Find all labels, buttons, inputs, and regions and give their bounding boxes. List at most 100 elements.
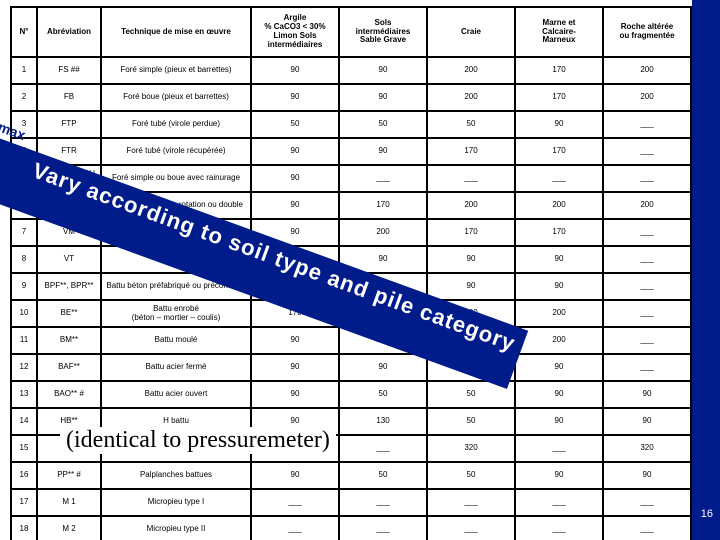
cell-16-1: M 1: [37, 489, 101, 516]
cell-0-4: 90: [339, 57, 427, 84]
cell-17-2: Micropieu type II: [101, 516, 251, 540]
cell-17-5: ___: [427, 516, 515, 540]
cell-11-1: BAF**: [37, 354, 101, 381]
cell-2-3: 50: [251, 111, 339, 138]
cell-0-1: FS ##: [37, 57, 101, 84]
cell-16-7: ___: [603, 489, 691, 516]
cell-13-6: 90: [515, 408, 603, 435]
cell-2-7: ___: [603, 111, 691, 138]
cell-15-3: 90: [251, 462, 339, 489]
cell-8-3: 90: [251, 273, 339, 300]
cell-1-2: Foré boue (pieux et barrettes): [101, 84, 251, 111]
cell-0-5: 200: [427, 57, 515, 84]
cell-8-5: 90: [427, 273, 515, 300]
cell-10-6: 200: [515, 327, 603, 354]
table-row: 2FBForé boue (pieux et barrettes)9090200…: [11, 84, 691, 111]
cell-6-2: Vissé moulé: [101, 219, 251, 246]
cell-16-3: ___: [251, 489, 339, 516]
table-row: 17M 1Micropieu type I_______________: [11, 489, 691, 516]
cell-12-0: 13: [11, 381, 37, 408]
cell-1-1: FB: [37, 84, 101, 111]
table-row: 6FTC, FTCDForé tarière creuse rotation o…: [11, 192, 691, 219]
cell-13-4: 130: [339, 408, 427, 435]
cell-7-2: Vissé tubé: [101, 246, 251, 273]
col-header-3: Argile% CaCO3 < 30%Limon Solsintermédiai…: [251, 7, 339, 57]
table-row: 1FS ##Foré simple (pieux et barrettes)90…: [11, 57, 691, 84]
cell-6-3: 90: [251, 219, 339, 246]
cell-17-4: ___: [339, 516, 427, 540]
cell-3-0: 4: [11, 138, 37, 165]
cell-6-1: VM: [37, 219, 101, 246]
cell-16-0: 17: [11, 489, 37, 516]
table-row: 9BPF**, BPR**Battu béton préfabriqué ou …: [11, 273, 691, 300]
cell-6-4: 200: [339, 219, 427, 246]
cell-15-5: 50: [427, 462, 515, 489]
cell-8-2: Battu béton préfabriqué ou précontraint: [101, 273, 251, 300]
cell-6-5: 170: [427, 219, 515, 246]
cell-7-0: 8: [11, 246, 37, 273]
cell-15-7: 90: [603, 462, 691, 489]
cell-4-5: ___: [427, 165, 515, 192]
cell-1-0: 2: [11, 84, 37, 111]
table-row: 16PP** #Palplanches battues9050509090: [11, 462, 691, 489]
cell-2-1: FTP: [37, 111, 101, 138]
cell-11-5: 50: [427, 354, 515, 381]
cell-5-6: 200: [515, 192, 603, 219]
cell-4-3: 90: [251, 165, 339, 192]
cell-3-6: 170: [515, 138, 603, 165]
cell-14-7: 320: [603, 435, 691, 462]
cell-0-7: 200: [603, 57, 691, 84]
col-header-2: Technique de mise en œuvre: [101, 7, 251, 57]
cell-9-0: 10: [11, 300, 37, 327]
cell-8-0: 9: [11, 273, 37, 300]
cell-14-5: 320: [427, 435, 515, 462]
cell-0-2: Foré simple (pieux et barrettes): [101, 57, 251, 84]
cell-11-3: 90: [251, 354, 339, 381]
cell-5-5: 200: [427, 192, 515, 219]
cell-9-6: 200: [515, 300, 603, 327]
cell-12-7: 90: [603, 381, 691, 408]
table-row: 12BAF**Battu acier fermé90905090___: [11, 354, 691, 381]
cell-7-6: 90: [515, 246, 603, 273]
cell-7-3: 50: [251, 246, 339, 273]
col-header-7: Roche altéréeou fragmentée: [603, 7, 691, 57]
col-header-0: N°: [11, 7, 37, 57]
cell-6-0: 7: [11, 219, 37, 246]
cell-7-1: VT: [37, 246, 101, 273]
cell-17-0: 18: [11, 516, 37, 540]
cell-9-5: 200: [427, 300, 515, 327]
cell-4-2: Foré simple ou boue avec rainurage: [101, 165, 251, 192]
cell-6-6: 170: [515, 219, 603, 246]
cell-5-3: 90: [251, 192, 339, 219]
cell-10-1: BM**: [37, 327, 101, 354]
table-row: 4FTRForé tubé (virole récupérée)90901701…: [11, 138, 691, 165]
cell-10-5: 90: [427, 327, 515, 354]
table-row: 7VMVissé moulé90200170170___: [11, 219, 691, 246]
cell-15-2: Palplanches battues: [101, 462, 251, 489]
cell-3-2: Foré tubé (virole récupérée): [101, 138, 251, 165]
cell-9-4: 260: [339, 300, 427, 327]
table-row: 13BAO** #Battu acier ouvert9050509090: [11, 381, 691, 408]
cell-2-5: 50: [427, 111, 515, 138]
cell-5-7: 200: [603, 192, 691, 219]
cell-3-1: FTR: [37, 138, 101, 165]
cell-4-4: ___: [339, 165, 427, 192]
table-row: 18M 2Micropieu type II_______________: [11, 516, 691, 540]
identical-note: (identical to pressuremeter): [60, 427, 336, 454]
cell-8-1: BPF**, BPR**: [37, 273, 101, 300]
cell-1-7: 200: [603, 84, 691, 111]
cell-16-5: ___: [427, 489, 515, 516]
cell-13-5: 50: [427, 408, 515, 435]
cell-11-6: 90: [515, 354, 603, 381]
col-header-6: Marne etCalcaire-Marneux: [515, 7, 603, 57]
cell-12-4: 50: [339, 381, 427, 408]
cell-17-7: ___: [603, 516, 691, 540]
cell-1-6: 170: [515, 84, 603, 111]
cell-4-6: ___: [515, 165, 603, 192]
cell-1-3: 90: [251, 84, 339, 111]
cell-2-0: 3: [11, 111, 37, 138]
cell-8-4: 130: [339, 273, 427, 300]
soil-table: N°AbréviationTechnique de mise en œuvreA…: [10, 6, 692, 540]
cell-9-1: BE**: [37, 300, 101, 327]
cell-14-6: ___: [515, 435, 603, 462]
